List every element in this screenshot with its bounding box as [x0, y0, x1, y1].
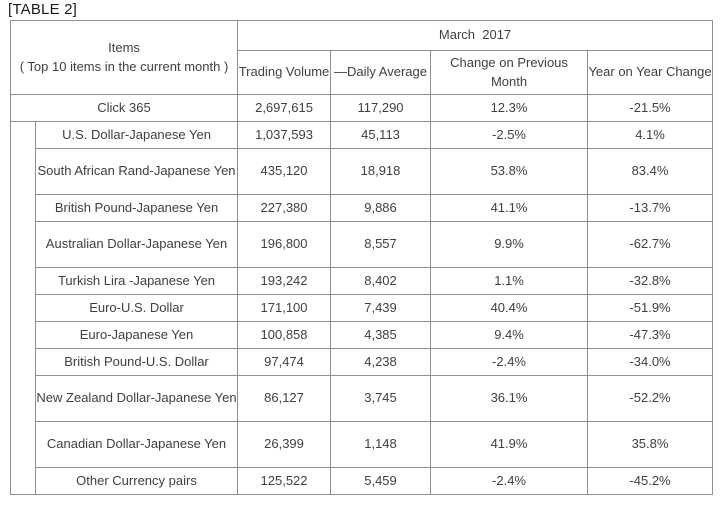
cell-trading-volume: 1,037,593	[237, 121, 332, 149]
items-header-line1: Items	[108, 40, 140, 56]
table-row: British Pound-U.S. Dollar 97,474 4,238 -…	[11, 348, 714, 376]
table-row: Euro-Japanese Yen 100,858 4,385 9.4% -47…	[11, 321, 714, 349]
cell-trading-volume: 2,697,615	[237, 94, 332, 122]
cell-trading-volume: 196,800	[237, 221, 332, 268]
cell-trading-volume: 97,474	[237, 348, 332, 376]
cell-daily-average: 8,402	[330, 267, 432, 295]
indent-strip	[10, 121, 36, 495]
table-title: [TABLE 2]	[8, 1, 78, 18]
cell-item: Turkish Lira -Japanese Yen	[34, 267, 239, 295]
table-row: Turkish Lira -Japanese Yen 193,242 8,402…	[11, 267, 714, 295]
cell-item: New Zealand Dollar-Japanese Yen	[34, 375, 239, 422]
table-row: Click 365 2,697,615 117,290 12.3% -21.5%	[9, 94, 714, 122]
table-row: British Pound-Japanese Yen 227,380 9,886…	[11, 194, 714, 222]
column-header-daily-average: —Daily Average	[330, 50, 432, 95]
cell-item: Other Currency pairs	[34, 467, 239, 495]
table-row: Canadian Dollar-Japanese Yen 26,399 1,14…	[11, 421, 714, 468]
column-header-year-on-year-change: Year on Year Change	[587, 50, 714, 95]
cell-item: Canadian Dollar-Japanese Yen	[34, 421, 239, 468]
cell-year-on-year-change: -21.5%	[587, 94, 714, 122]
cell-trading-volume: 435,120	[237, 148, 332, 195]
cell-change-on-previous-month: 9.9%	[430, 221, 589, 268]
header-row-period: Items ( Top 10 items in the current mont…	[9, 20, 714, 95]
cell-item: Australian Dollar-Japanese Yen	[34, 221, 239, 268]
cell-daily-average: 1,148	[330, 421, 432, 468]
cell-year-on-year-change: -34.0%	[587, 348, 714, 376]
table-row: U.S. Dollar-Japanese Yen 1,037,593 45,11…	[10, 121, 714, 495]
cell-year-on-year-change: -52.2%	[587, 375, 714, 422]
cell-trading-volume: 26,399	[237, 421, 332, 468]
cell-year-on-year-change: -47.3%	[587, 321, 714, 349]
cell-daily-average: 3,745	[330, 375, 432, 422]
cell-change-on-previous-month: -2.4%	[430, 467, 589, 495]
table-row: Other Currency pairs 125,522 5,459 -2.4%…	[11, 467, 714, 495]
cell-year-on-year-change: 83.4%	[587, 148, 714, 195]
cell-trading-volume: 171,100	[237, 294, 332, 322]
table-row: New Zealand Dollar-Japanese Yen 86,127 3…	[11, 375, 714, 422]
table-row: Euro-U.S. Dollar 171,100 7,439 40.4% -51…	[11, 294, 714, 322]
column-header-change-on-previous-month: Change on Previous Month	[430, 50, 589, 95]
cell-change-on-previous-month: 1.1%	[430, 267, 589, 295]
items-column-header: Items ( Top 10 items in the current mont…	[9, 20, 239, 95]
cell-year-on-year-change: -45.2%	[587, 467, 714, 495]
table-row: South African Rand-Japanese Yen 435,120 …	[11, 148, 714, 195]
cell-daily-average: 117,290	[330, 94, 432, 122]
cell-item: Euro-Japanese Yen	[34, 321, 239, 349]
cell-item: Euro-U.S. Dollar	[34, 294, 239, 322]
cell-year-on-year-change: 35.8%	[587, 421, 714, 468]
cell-trading-volume: 125,522	[237, 467, 332, 495]
cell-item: Click 365	[9, 94, 239, 122]
cell-change-on-previous-month: 53.8%	[430, 148, 589, 195]
cell-item: British Pound-Japanese Yen	[34, 194, 239, 222]
cell-daily-average: 45,113	[330, 121, 432, 149]
cell-item: South African Rand-Japanese Yen	[34, 148, 239, 195]
cell-change-on-previous-month: 9.4%	[430, 321, 589, 349]
cell-change-on-previous-month: 40.4%	[430, 294, 589, 322]
cell-change-on-previous-month: 41.1%	[430, 194, 589, 222]
cell-trading-volume: 86,127	[237, 375, 332, 422]
cell-year-on-year-change: -13.7%	[587, 194, 714, 222]
cell-daily-average: 5,459	[330, 467, 432, 495]
cell-daily-average: 9,886	[330, 194, 432, 222]
cell-change-on-previous-month: 12.3%	[430, 94, 589, 122]
cell-daily-average: 8,557	[330, 221, 432, 268]
cell-daily-average: 18,918	[330, 148, 432, 195]
cell-change-on-previous-month: -2.5%	[430, 121, 589, 149]
cell-trading-volume: 227,380	[237, 194, 332, 222]
cell-item: British Pound-U.S. Dollar	[34, 348, 239, 376]
cell-year-on-year-change: 4.1%	[587, 121, 714, 149]
cell-change-on-previous-month: 36.1%	[430, 375, 589, 422]
cell-change-on-previous-month: 41.9%	[430, 421, 589, 468]
cell-year-on-year-change: -32.8%	[587, 267, 714, 295]
cell-trading-volume: 193,242	[237, 267, 332, 295]
cell-year-on-year-change: -62.7%	[587, 221, 714, 268]
cell-year-on-year-change: -51.9%	[587, 294, 714, 322]
table-row: Australian Dollar-Japanese Yen 196,800 8…	[11, 221, 714, 268]
cell-daily-average: 4,385	[330, 321, 432, 349]
column-header-trading-volume: Trading Volume	[237, 50, 332, 95]
cell-daily-average: 7,439	[330, 294, 432, 322]
cell-trading-volume: 100,858	[237, 321, 332, 349]
items-header-line2: ( Top 10 items in the current month )	[19, 58, 229, 74]
cell-change-on-previous-month: -2.4%	[430, 348, 589, 376]
cell-daily-average: 4,238	[330, 348, 432, 376]
period-header: March 2017	[237, 20, 714, 51]
cell-item: U.S. Dollar-Japanese Yen	[34, 121, 239, 149]
fx-trading-volume-table: Items ( Top 10 items in the current mont…	[9, 20, 714, 495]
header-row-columns: Trading Volume —Daily Average Change on …	[11, 50, 714, 95]
